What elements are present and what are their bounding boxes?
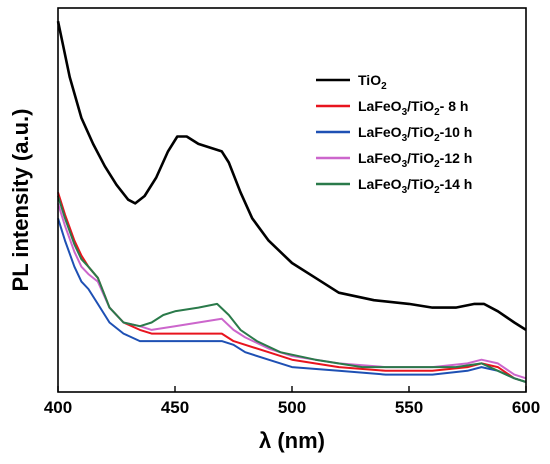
x-tick-label-400: 400: [44, 398, 72, 417]
series-line-1: [56, 20, 527, 331]
x-axis-title: λ (nm): [259, 428, 325, 453]
x-tick-label-450: 450: [161, 398, 189, 417]
series-line-5: [57, 195, 527, 383]
series-line-3: [57, 218, 527, 383]
series-line-4: [57, 203, 527, 380]
legend-label-1: TiO2​: [358, 72, 387, 92]
x-tick-label-600: 600: [512, 398, 540, 417]
x-tick-label-500: 500: [278, 398, 306, 417]
series-line-2: [57, 192, 527, 383]
x-tick-label-550: 550: [395, 398, 423, 417]
legend-label-5: LaFeO3​/TiO2​-14 h: [358, 176, 472, 196]
y-axis-title: PL intensity (a.u.): [8, 109, 33, 292]
legend-label-3: LaFeO3​/TiO2​-10 h: [358, 124, 472, 144]
series-layer: [56, 20, 527, 383]
legend-label-2: LaFeO3​/TiO2​- 8 h: [358, 98, 468, 118]
x-axis: 400 450 500 550 600: [44, 386, 540, 417]
legend: TiO2​ LaFeO3​/TiO2​- 8 h LaFeO3​/TiO2​-10 …: [316, 72, 472, 196]
legend-label-4: LaFeO3​/TiO2​-12 h: [358, 150, 472, 170]
